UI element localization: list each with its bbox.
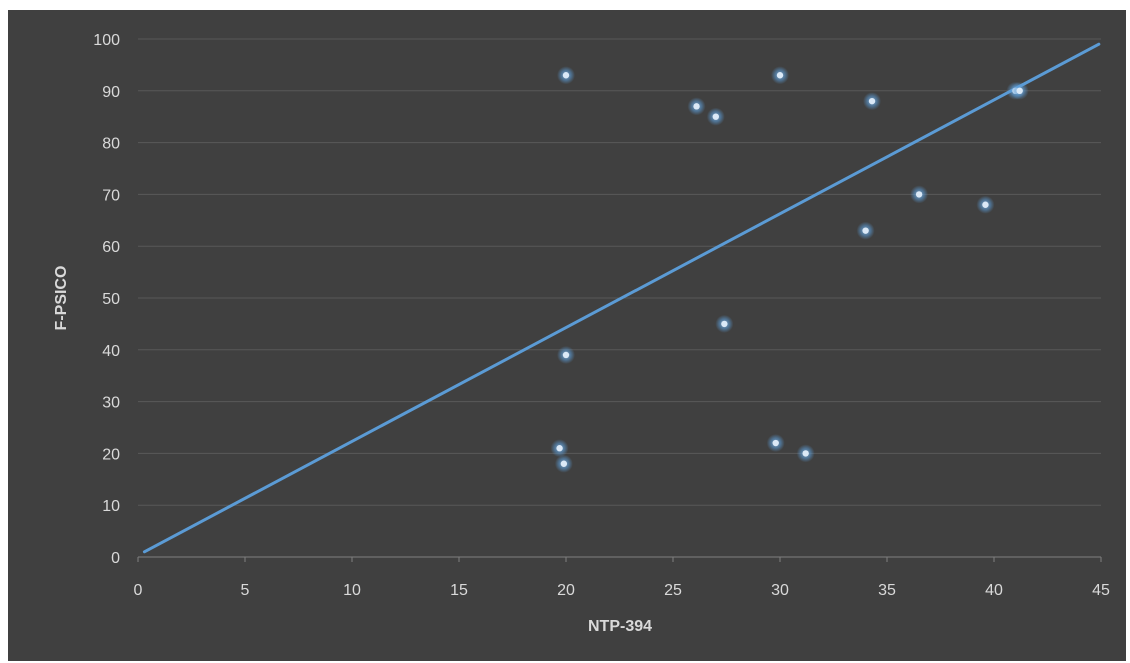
data-point (1010, 81, 1029, 100)
data-point (771, 66, 789, 85)
x-tick-label: 0 (134, 582, 143, 599)
data-point-marker (556, 445, 563, 452)
data-point-marker (802, 450, 809, 457)
trendline-group (142, 42, 1101, 554)
data-point (976, 195, 995, 214)
y-tick-label: 50 (102, 291, 120, 308)
data-point (766, 434, 785, 453)
x-tick-labels: 0 5 10 15 20 25 30 35 40 45 (134, 582, 1110, 599)
y-tick-labels: 0 10 20 30 40 50 60 70 80 90 100 (93, 32, 120, 567)
data-point (554, 454, 573, 473)
data-point-marker (915, 191, 923, 198)
x-tick-label: 15 (450, 582, 468, 599)
data-point-marker (772, 439, 779, 447)
y-tick-label: 60 (102, 239, 120, 256)
data-point-marker (868, 97, 876, 105)
data-point (706, 107, 725, 126)
data-point-marker (1016, 87, 1023, 95)
data-point-marker (562, 72, 570, 79)
y-tick-label: 100 (93, 32, 120, 49)
data-point (856, 221, 875, 240)
y-tick-label: 30 (102, 395, 120, 412)
x-tick-label: 40 (985, 582, 1003, 599)
x-tick-label: 10 (343, 582, 361, 599)
data-point-marker (982, 201, 989, 208)
data-point (687, 97, 706, 116)
y-tick-label: 40 (102, 343, 120, 360)
y-axis-title: F-PSICO (53, 266, 70, 331)
x-tick-label: 45 (1092, 582, 1110, 599)
x-tick-label: 5 (241, 582, 250, 599)
data-point (715, 314, 734, 333)
data-point (557, 66, 575, 85)
axes (137, 556, 1102, 562)
data-point (910, 185, 929, 204)
data-point (550, 439, 569, 458)
data-point (796, 444, 815, 463)
x-axis-title: NTP-394 (588, 618, 652, 635)
x-tick-label: 35 (878, 582, 896, 599)
data-point-marker (712, 113, 719, 120)
y-tick-label: 10 (102, 498, 120, 515)
x-tick-label: 30 (771, 582, 789, 599)
data-point-marker (862, 227, 869, 234)
data-point (557, 345, 575, 364)
data-point (863, 92, 882, 111)
y-tick-label: 20 (102, 446, 120, 463)
x-tick-label: 20 (557, 582, 575, 599)
data-point-marker (721, 320, 728, 328)
data-point-marker (776, 72, 784, 79)
data-point-marker (560, 460, 568, 467)
chart-background (8, 10, 1126, 661)
data-point-marker (562, 351, 570, 359)
x-tick-label: 25 (664, 582, 682, 599)
y-tick-label: 70 (102, 187, 120, 204)
y-tick-label: 0 (111, 550, 120, 567)
data-point-marker (693, 103, 700, 110)
trendline (142, 42, 1101, 554)
y-tick-label: 80 (102, 136, 120, 153)
data-points (550, 66, 1029, 473)
gridlines (138, 38, 1101, 506)
y-tick-label: 90 (102, 84, 120, 101)
